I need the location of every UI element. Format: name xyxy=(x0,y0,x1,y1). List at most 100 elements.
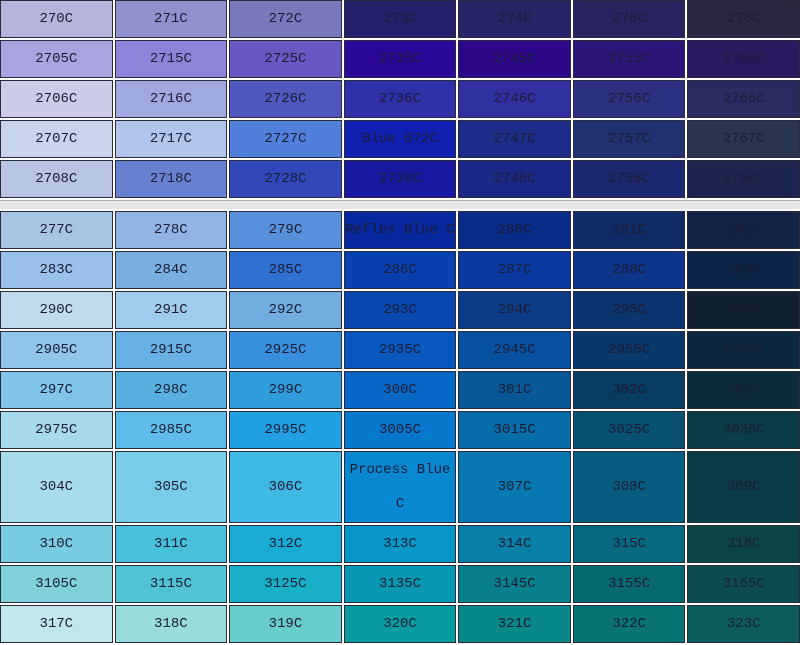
color-swatch: 2705C xyxy=(0,40,113,78)
color-swatch: 283C xyxy=(0,251,113,289)
color-swatch: 290C xyxy=(0,291,113,329)
color-swatch: 271C xyxy=(114,0,228,38)
color-swatch: 301C xyxy=(458,371,571,409)
color-swatch: 298C xyxy=(114,371,228,409)
color-swatch: 2905C xyxy=(0,331,113,369)
color-swatch: 289C xyxy=(687,251,800,289)
color-swatch: 282C xyxy=(687,211,800,249)
color-swatch: 3025C xyxy=(572,411,686,449)
color-swatch: 2758C xyxy=(572,160,686,198)
color-swatch: 3125C xyxy=(229,565,342,603)
color-swatch: Process Blue C xyxy=(343,451,457,523)
color-swatch: 2748C xyxy=(458,160,571,198)
color-swatch: 3035C xyxy=(687,411,800,449)
color-swatch: 323C xyxy=(687,605,800,643)
color-swatch: 2965C xyxy=(687,331,800,369)
color-swatch: 2716C xyxy=(114,80,228,118)
color-swatch: 304C xyxy=(0,451,113,523)
color-swatch: 279C xyxy=(229,211,342,249)
color-swatch: 300C xyxy=(343,371,457,409)
color-swatch: 306C xyxy=(229,451,342,523)
color-swatch: 2726C xyxy=(229,80,342,118)
color-swatch: 285C xyxy=(229,251,342,289)
color-swatch: 297C xyxy=(0,371,113,409)
color-swatch: 2728C xyxy=(229,160,342,198)
color-swatch: 317C xyxy=(0,605,113,643)
color-swatch: 278C xyxy=(114,211,228,249)
color-swatch: 295C xyxy=(572,291,686,329)
color-swatch: 274C xyxy=(458,0,571,38)
color-swatch: 303C xyxy=(687,371,800,409)
color-swatch: 2725C xyxy=(229,40,342,78)
color-swatch: 2985C xyxy=(114,411,228,449)
color-swatch: 2766C xyxy=(687,80,800,118)
color-swatch: 2706C xyxy=(0,80,113,118)
color-swatch: 3105C xyxy=(0,565,113,603)
color-swatch: 2945C xyxy=(458,331,571,369)
color-swatch: 314C xyxy=(458,525,571,563)
color-swatch: 270C xyxy=(0,0,113,38)
color-swatch: 2715C xyxy=(114,40,228,78)
swatch-grid-bottom: 277C 278C 279C Reflex Blue C 280C 281C 282C 283… xyxy=(0,211,800,643)
color-swatch: 2925C xyxy=(229,331,342,369)
color-swatch: 281C xyxy=(572,211,686,249)
color-swatch: Reflex Blue C xyxy=(343,211,457,249)
color-swatch: 2756C xyxy=(572,80,686,118)
color-swatch: 2767C xyxy=(687,120,800,158)
color-swatch: 286C xyxy=(343,251,457,289)
color-swatch: 2736C xyxy=(343,80,457,118)
color-swatch: 2735C xyxy=(343,40,457,78)
color-swatch: 302C xyxy=(572,371,686,409)
color-swatch: 3155C xyxy=(572,565,686,603)
color-swatch: 293C xyxy=(343,291,457,329)
swatch-grid-top: 270C 271C 272C 273C 274C 275C 276C 2705C 2715C 27… xyxy=(0,0,800,198)
color-swatch: 2717C xyxy=(114,120,228,158)
color-swatch: 2718C xyxy=(114,160,228,198)
color-swatch: 318C xyxy=(114,605,228,643)
color-swatch: 2955C xyxy=(572,331,686,369)
color-swatch: 2935C xyxy=(343,331,457,369)
color-swatch: 272C xyxy=(229,0,342,38)
color-swatch: 3135C xyxy=(343,565,457,603)
color-swatch: 2755C xyxy=(572,40,686,78)
color-swatch: 2738C xyxy=(343,160,457,198)
color-swatch: 310C xyxy=(0,525,113,563)
color-swatch: 3005C xyxy=(343,411,457,449)
color-swatch: 2747C xyxy=(458,120,571,158)
color-swatch: 2708C xyxy=(0,160,113,198)
color-swatch: 294C xyxy=(458,291,571,329)
color-swatch: 322C xyxy=(572,605,686,643)
color-swatch: 276C xyxy=(687,0,800,38)
color-swatch: 307C xyxy=(458,451,571,523)
color-swatch: 3115C xyxy=(114,565,228,603)
color-swatch: Blue 072C xyxy=(343,120,457,158)
color-swatch: 2975C xyxy=(0,411,113,449)
color-swatch: 292C xyxy=(229,291,342,329)
color-swatch: 312C xyxy=(229,525,342,563)
color-swatch: 3015C xyxy=(458,411,571,449)
color-swatch: 311C xyxy=(114,525,228,563)
color-swatch: 2746C xyxy=(458,80,571,118)
color-swatch: 287C xyxy=(458,251,571,289)
color-swatch: 273C xyxy=(343,0,457,38)
color-swatch: 319C xyxy=(229,605,342,643)
color-swatch: 3145C xyxy=(458,565,571,603)
color-swatch: 309C xyxy=(687,451,800,523)
color-swatch: 275C xyxy=(572,0,686,38)
color-swatch: 315C xyxy=(572,525,686,563)
color-swatch: 296C xyxy=(687,291,800,329)
color-swatch: 277C xyxy=(0,211,113,249)
section-divider xyxy=(0,200,800,210)
color-swatch: 2745C xyxy=(458,40,571,78)
color-swatch: 2757C xyxy=(572,120,686,158)
color-swatch: 316C xyxy=(687,525,800,563)
color-swatch: 299C xyxy=(229,371,342,409)
color-swatch: 313C xyxy=(343,525,457,563)
color-swatch: 2707C xyxy=(0,120,113,158)
color-swatch: 305C xyxy=(114,451,228,523)
color-swatch: 2727C xyxy=(229,120,342,158)
color-swatch: 2915C xyxy=(114,331,228,369)
color-swatch: 308C xyxy=(572,451,686,523)
color-swatch: 3165C xyxy=(687,565,800,603)
color-swatch: 2768C xyxy=(687,160,800,198)
